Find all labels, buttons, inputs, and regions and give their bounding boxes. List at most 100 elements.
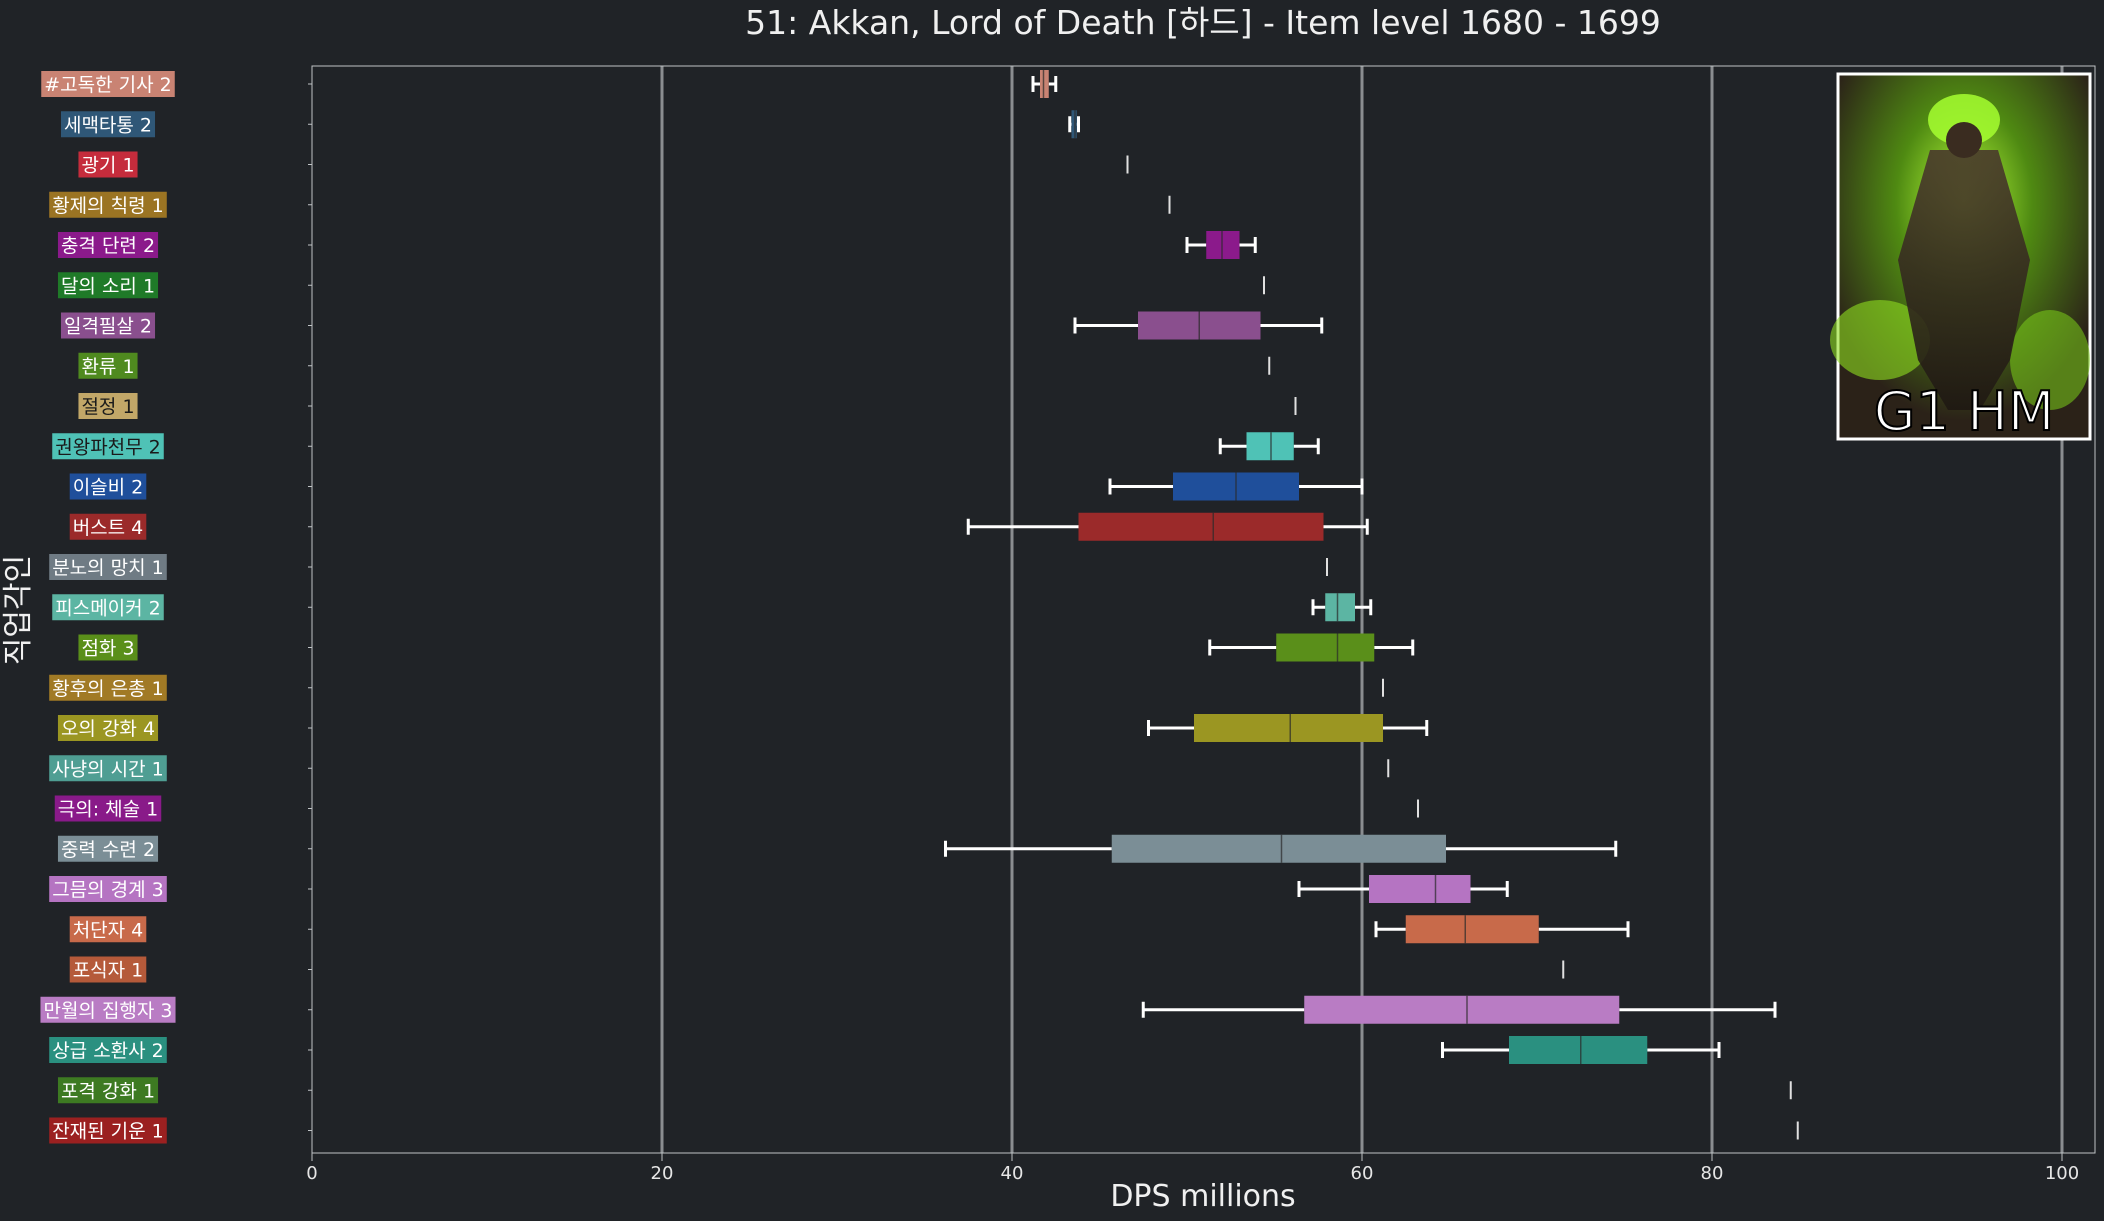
category-label: 황후의 은총 1 (49, 674, 167, 701)
category-label: 분노의 망치 1 (49, 554, 167, 580)
box-row (308, 70, 1058, 98)
category-label-bg (78, 634, 138, 661)
category-label-bg (52, 594, 164, 621)
category-label: 달의 소리 1 (57, 272, 159, 299)
boss-thumbnail: G1 HM (1830, 72, 2092, 444)
category-label: 사냥의 시간 1 (49, 755, 167, 782)
box-row (308, 759, 1390, 778)
category-label: 상급 소환사 2 (49, 1037, 167, 1063)
category-label-text: 분노의 망치 1 (52, 557, 164, 579)
box-iqr (1246, 432, 1294, 461)
box-row (308, 231, 1257, 259)
box-iqr (1040, 70, 1049, 98)
box-row (308, 558, 1328, 576)
category-label: 환류 1 (78, 352, 138, 379)
labels-layer: #고독한 기사 2 세맥타통 2 광기 1 황제의 칙령 1 충격 단련 2 달의 소리 … (40, 71, 176, 1144)
box-row (308, 714, 1429, 742)
category-label-bg (78, 352, 138, 379)
category-label-bg (60, 111, 156, 138)
category-label: 광기 1 (78, 151, 138, 178)
badge-text: G1 HM (1874, 380, 2055, 443)
box-iqr (1509, 1036, 1648, 1064)
category-label: 절정 1 (78, 393, 138, 419)
category-label-bg (57, 835, 159, 862)
x-tick-label: 100 (2045, 1163, 2079, 1184)
plot-frame (311, 65, 2096, 1154)
box-row (308, 110, 1080, 139)
category-label-bg (78, 393, 138, 419)
box-row (308, 995, 1777, 1024)
category-label-bg (40, 996, 176, 1023)
category-label: 일격필살 2 (60, 312, 156, 339)
category-label: 중력 수련 2 (57, 835, 159, 862)
category-label: 극의: 체술 1 (54, 795, 162, 822)
box-iqr (1304, 995, 1620, 1024)
box-row (308, 915, 1630, 944)
category-label-bg (49, 674, 167, 701)
box-row (308, 1081, 1792, 1100)
category-label: 포식자 1 (69, 956, 147, 983)
category-label-bg (52, 433, 164, 460)
x-tick-label: 80 (1701, 1163, 1724, 1184)
category-label-bg (69, 916, 147, 943)
box-row (308, 432, 1320, 461)
category-label-bg (69, 513, 147, 540)
category-label: 이슬비 2 (69, 473, 147, 500)
x-tick-label: 20 (651, 1163, 674, 1184)
category-label-bg (69, 473, 147, 500)
box-row (308, 1036, 1721, 1064)
category-label: 황제의 칙령 1 (49, 191, 167, 218)
category-label: 만월의 집행자 3 (40, 996, 176, 1023)
box-row (308, 195, 1171, 214)
box-iqr (1325, 593, 1355, 622)
category-label-text: 버스트 4 (73, 517, 144, 539)
category-label: 오의 강화 4 (57, 715, 159, 741)
category-label-text: 오의 강화 4 (61, 718, 155, 740)
x-tick-label: 0 (306, 1163, 317, 1184)
box-iqr (1078, 512, 1324, 541)
box-iqr (1111, 834, 1446, 863)
box-row (308, 960, 1565, 979)
category-label-bg (49, 1037, 167, 1063)
category-label-text: 세맥타통 2 (64, 114, 152, 136)
x-axis-label: DPS millions (1110, 1179, 1295, 1214)
category-label: 충격 단련 2 (57, 232, 159, 258)
category-label-text: 극의: 체술 1 (58, 799, 159, 821)
box-iqr (1071, 110, 1077, 139)
category-label: 잔재된 기운 1 (49, 1117, 167, 1144)
box-iqr (1206, 231, 1240, 259)
category-label-bg (41, 71, 175, 97)
category-label: 권왕파천무 2 (52, 433, 164, 460)
category-label: 피스메이커 2 (52, 594, 164, 621)
ticks-layer: 0 20 40 60 80 100 (306, 1153, 2079, 1184)
box-row (308, 1121, 1799, 1140)
category-label-text: 권왕파천무 2 (55, 436, 161, 458)
category-label: 세맥타통 2 (60, 111, 156, 138)
box-row (308, 875, 1509, 903)
category-label-text: 황제의 칙령 1 (52, 195, 164, 217)
category-label-text: 그믐의 경계 3 (52, 879, 164, 901)
category-label: 처단자 4 (69, 916, 147, 943)
category-label-bg (57, 232, 159, 258)
category-label: 점화 3 (78, 634, 138, 661)
x-tick-label: 60 (1351, 1163, 1374, 1184)
category-label-text: 포식자 1 (73, 960, 144, 982)
category-label-text: 절정 1 (81, 396, 134, 418)
box-row (308, 311, 1324, 340)
box-row (308, 397, 1297, 415)
category-label: 버스트 4 (69, 513, 147, 540)
box-row (308, 512, 1369, 541)
category-label-text: 처단자 4 (73, 919, 144, 941)
box-row (308, 593, 1373, 622)
category-label-text: #고독한 기사 2 (44, 74, 172, 96)
box-iqr (1405, 915, 1539, 944)
category-label-text: 포격 강화 1 (61, 1080, 155, 1102)
category-label-bg (57, 1077, 159, 1104)
box-iqr (1369, 875, 1471, 903)
category-label-bg (49, 755, 167, 782)
category-label-text: 사냥의 시간 1 (52, 758, 164, 780)
category-label-text: 일격필살 2 (64, 316, 152, 338)
chart-title: 51: Akkan, Lord of Death [하드] - Item lev… (745, 3, 1661, 42)
